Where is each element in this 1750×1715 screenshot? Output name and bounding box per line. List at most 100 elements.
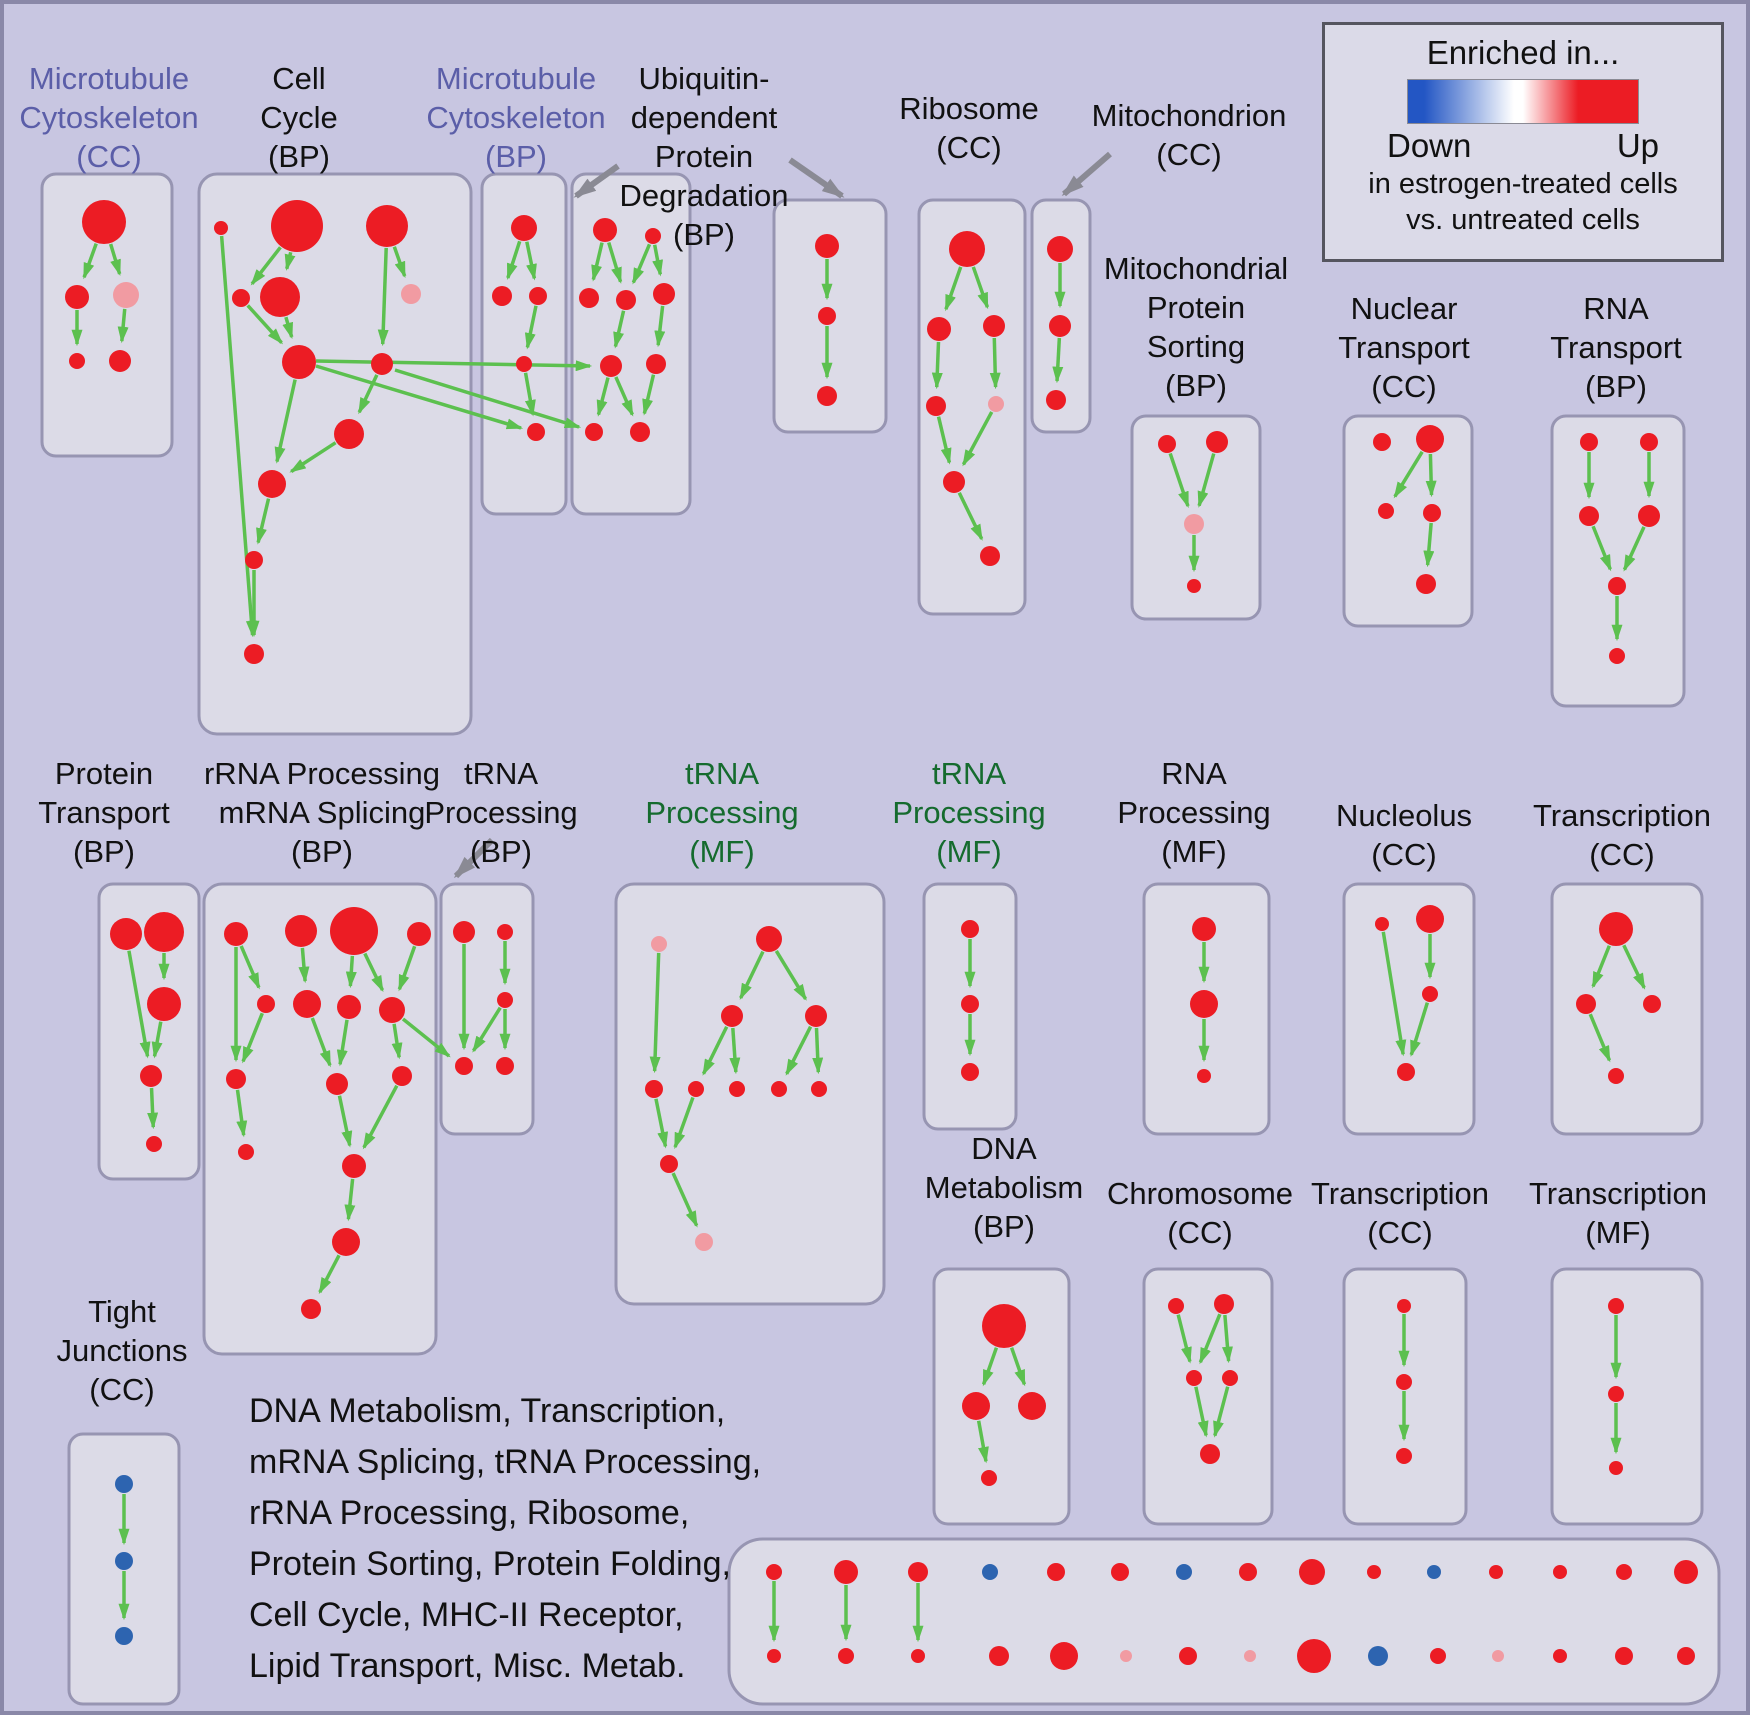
network-node-red xyxy=(1643,995,1661,1013)
network-node-red xyxy=(342,1154,366,1178)
network-node-red xyxy=(811,1081,827,1097)
network-edge xyxy=(256,498,271,545)
network-node-red xyxy=(455,1057,473,1075)
network-edge xyxy=(596,377,610,417)
network-edge xyxy=(642,374,656,416)
cluster-box-misc-pathways xyxy=(727,1537,1721,1706)
cluster-label-line: (CC) xyxy=(1589,837,1655,872)
cluster-label-line: Transcription xyxy=(1532,798,1712,833)
cluster-box-nuclear-transport-cc xyxy=(1342,414,1474,628)
network-edge xyxy=(1622,526,1646,572)
network-node-red xyxy=(981,1470,997,1486)
cluster-label-rrna-processing-mrna-splicing-bp: rRNA Processing mRNA Splicing (BP) xyxy=(204,754,440,871)
network-edge xyxy=(1213,1386,1230,1438)
network-node-red xyxy=(69,353,85,369)
network-edge xyxy=(936,416,952,465)
cluster-label-line: (CC) xyxy=(76,139,142,174)
network-node-red xyxy=(1599,912,1633,946)
cluster-label-line: (CC) xyxy=(1371,837,1437,872)
cluster-label-transcription-mf: Transcription (MF) xyxy=(1529,1174,1707,1252)
network-node-pink xyxy=(988,396,1004,412)
cluster-box-chromosome-cc xyxy=(1142,1267,1274,1526)
network-edge xyxy=(1409,1002,1430,1057)
network-edge xyxy=(1176,1314,1192,1364)
network-node-red xyxy=(1416,425,1444,453)
cluster-network-microtubule-cytoskeleton-cc xyxy=(65,200,139,372)
network-node-red xyxy=(961,1063,979,1081)
network-node-pink xyxy=(1492,1650,1504,1662)
network-edge xyxy=(318,1254,341,1295)
network-edge xyxy=(1052,337,1064,384)
legend-caption-line2: vs. untreated cells xyxy=(1406,204,1640,236)
network-node-red xyxy=(1049,315,1071,337)
network-edge xyxy=(219,235,257,638)
network-edge xyxy=(1198,1313,1222,1365)
network-node-red xyxy=(285,915,317,947)
network-node-red xyxy=(257,995,275,1013)
network-node-red xyxy=(908,1562,928,1582)
network-node-red xyxy=(962,1392,990,1420)
network-edge xyxy=(363,952,385,993)
cluster-network-rrna-processing-mrna-splicing-bp xyxy=(224,907,431,1319)
network-node-pink xyxy=(651,936,667,952)
cluster-label-trna-processing-mf-2: tRNA Processing (MF) xyxy=(892,754,1045,871)
cluster-label-line: (BP) xyxy=(973,1209,1035,1244)
legend-up-label: Up xyxy=(1616,127,1659,164)
network-node-red xyxy=(146,1136,162,1152)
network-edge xyxy=(274,379,297,464)
network-node-red xyxy=(224,922,248,946)
network-node-red xyxy=(771,1081,787,1097)
network-edge xyxy=(652,244,664,277)
cluster-network-trna-processing-mf-1 xyxy=(645,926,827,1251)
network-node-red xyxy=(1616,1564,1632,1580)
network-node-red xyxy=(496,1057,514,1075)
cluster-label-line: Transcription xyxy=(1310,1176,1490,1211)
cluster-label-line: dependent xyxy=(630,100,778,135)
note-line-6: Lipid Transport, Misc. Metab. xyxy=(249,1647,686,1685)
network-node-red xyxy=(834,1560,858,1584)
cluster-label-line: Transport xyxy=(38,795,170,830)
network-node-red xyxy=(330,907,378,955)
cluster-box-transcription-mf xyxy=(1550,1267,1704,1526)
cluster-label-rna-processing-mf: RNA Processing (MF) xyxy=(1117,754,1270,871)
network-node-red xyxy=(293,990,321,1018)
network-edge xyxy=(1009,1347,1027,1387)
network-node-red xyxy=(140,1065,162,1087)
network-node-red xyxy=(1214,1294,1234,1314)
network-edge xyxy=(108,243,122,277)
network-node-red xyxy=(1179,1647,1197,1665)
network-node-red xyxy=(407,922,431,946)
cluster-label-line: tRNA xyxy=(684,756,760,791)
network-edge xyxy=(673,1096,695,1150)
network-node-red xyxy=(961,995,979,1013)
network-edge xyxy=(397,945,417,992)
network-edge xyxy=(523,372,536,417)
network-node-red xyxy=(585,423,603,441)
cluster-label-line: (MF) xyxy=(1585,1215,1651,1250)
cluster-network-rna-processing-mf xyxy=(1190,917,1218,1083)
network-node-red xyxy=(600,355,622,377)
network-node-red xyxy=(1397,1299,1411,1313)
network-node-red xyxy=(497,992,513,1008)
cluster-label-line: Cell xyxy=(272,61,326,96)
cluster-box-nucleolus-cc xyxy=(1342,882,1476,1136)
network-edge xyxy=(391,1023,403,1060)
network-node-red xyxy=(492,286,512,306)
network-node-red xyxy=(1367,1565,1381,1579)
network-edge xyxy=(649,952,661,1074)
cluster-box-protein-transport-bp xyxy=(97,882,201,1181)
network-edge-cross xyxy=(315,359,593,372)
network-edge xyxy=(117,308,129,344)
network-edge xyxy=(1393,450,1424,499)
cluster-network-microtubule-cytoskeleton-bp xyxy=(492,215,547,441)
network-node-red xyxy=(1222,1370,1238,1386)
cluster-label-line: Nuclear xyxy=(1350,291,1458,326)
cluster-label-line: mRNA Splicing xyxy=(218,795,426,830)
cluster-label-line: (BP) xyxy=(1165,368,1227,403)
network-edge xyxy=(981,1347,999,1387)
network-node-red xyxy=(911,1649,925,1663)
network-node-red xyxy=(1050,1642,1078,1670)
network-edge xyxy=(524,305,538,350)
network-node-red xyxy=(1297,1639,1331,1673)
network-node-red xyxy=(238,1144,254,1160)
